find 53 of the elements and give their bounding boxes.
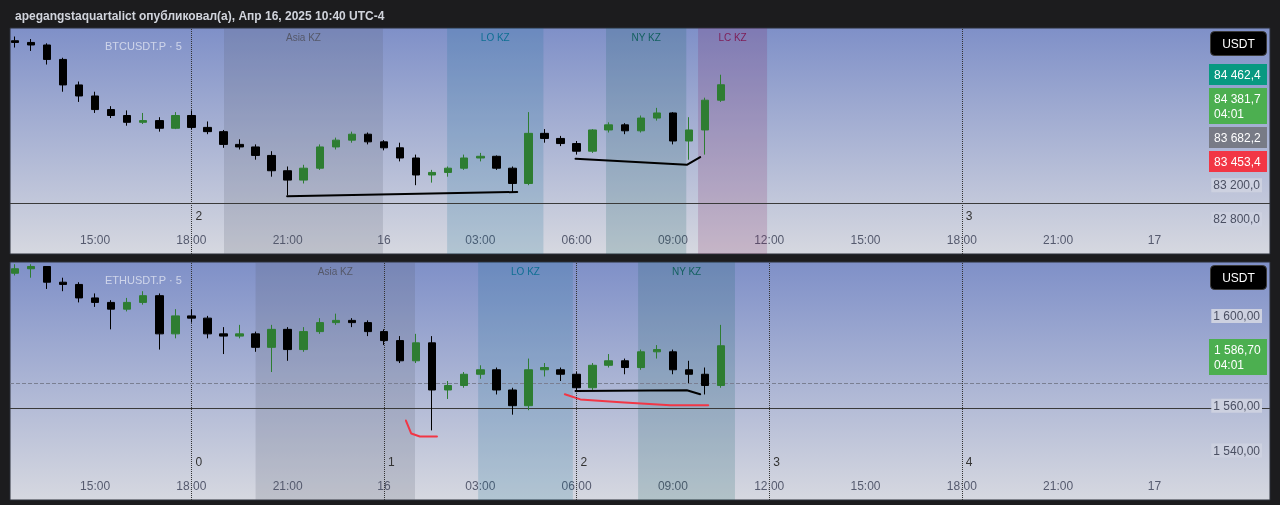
x-tick-label: 06:00 <box>561 233 592 247</box>
annotation: 83 682,2 <box>1214 130 1262 145</box>
x-tick-label: 21:00 <box>272 233 304 247</box>
text: BTCUSDT.P · 5 <box>105 39 182 52</box>
y-tick-label: 1 560,00 <box>1213 398 1261 413</box>
band-label: Asia KZ <box>285 31 321 43</box>
x-tick-label: 03:00 <box>465 479 496 493</box>
y-tick-label: 83 200,0 <box>1213 178 1261 193</box>
chart-title: apegangstaquartalict опубликовал(а), Апр 16, 2025 10:40 UTC-4 <box>15 9 385 23</box>
annotation: USDT <box>1222 270 1256 285</box>
x-tick-label: 18:00 <box>176 479 207 493</box>
x-tick-label: 18:00 <box>946 233 978 247</box>
x-tick-label: 03:00 <box>465 233 496 247</box>
band-label: NY KZ <box>631 31 661 43</box>
annotation: 3 <box>773 455 781 469</box>
annotation: 1 <box>387 455 395 469</box>
annotation: 84 381,7 04:01 <box>1214 91 1262 121</box>
annotation: 3 <box>965 209 973 223</box>
x-tick-label: 15:00 <box>80 233 111 247</box>
x-tick-label: 18:00 <box>176 233 207 247</box>
x-tick-label: 21:00 <box>1043 479 1074 493</box>
annotation: 4 <box>965 455 973 469</box>
y-tick-label: 1 540,00 <box>1213 443 1261 458</box>
annotation: 2 <box>580 455 588 469</box>
band-label: Asia KZ <box>317 265 353 277</box>
band-label: LO KZ <box>511 265 540 277</box>
annotation: 1 586,70 04:01 <box>1214 342 1262 372</box>
y-tick-label: 1 600,00 <box>1213 308 1261 323</box>
x-tick-label: 21:00 <box>1043 233 1074 247</box>
x-tick-label: 12:00 <box>754 479 785 493</box>
annotation: 84 462,4 <box>1214 67 1262 82</box>
annotation: 0 <box>195 455 203 469</box>
band-label: NY KZ <box>671 265 702 277</box>
x-tick-label: 17 <box>1147 479 1162 493</box>
band-label: LC KZ <box>718 31 747 43</box>
x-tick-label: 15:00 <box>80 479 111 493</box>
x-tick-label: 09:00 <box>657 479 689 493</box>
annotation: 2 <box>195 209 203 223</box>
text: ETHUSDT.P · 5 <box>105 273 182 286</box>
annotation: 83 453,4 <box>1214 154 1262 169</box>
y-tick-label: 82 800,0 <box>1213 212 1261 227</box>
annotation: USDT <box>1222 36 1256 51</box>
x-tick-label: 21:00 <box>272 479 304 493</box>
x-tick-label: 15:00 <box>850 233 881 247</box>
x-tick-label: 09:00 <box>657 233 689 247</box>
x-tick-label: 12:00 <box>754 233 785 247</box>
x-tick-label: 18:00 <box>946 479 978 493</box>
band-label: LO KZ <box>480 31 510 43</box>
x-tick-label: 16 <box>377 233 391 247</box>
x-tick-label: 15:00 <box>850 479 881 493</box>
x-tick-label: 06:00 <box>561 479 592 493</box>
x-tick-label: 17 <box>1147 233 1162 247</box>
x-tick-label: 16 <box>377 479 391 493</box>
